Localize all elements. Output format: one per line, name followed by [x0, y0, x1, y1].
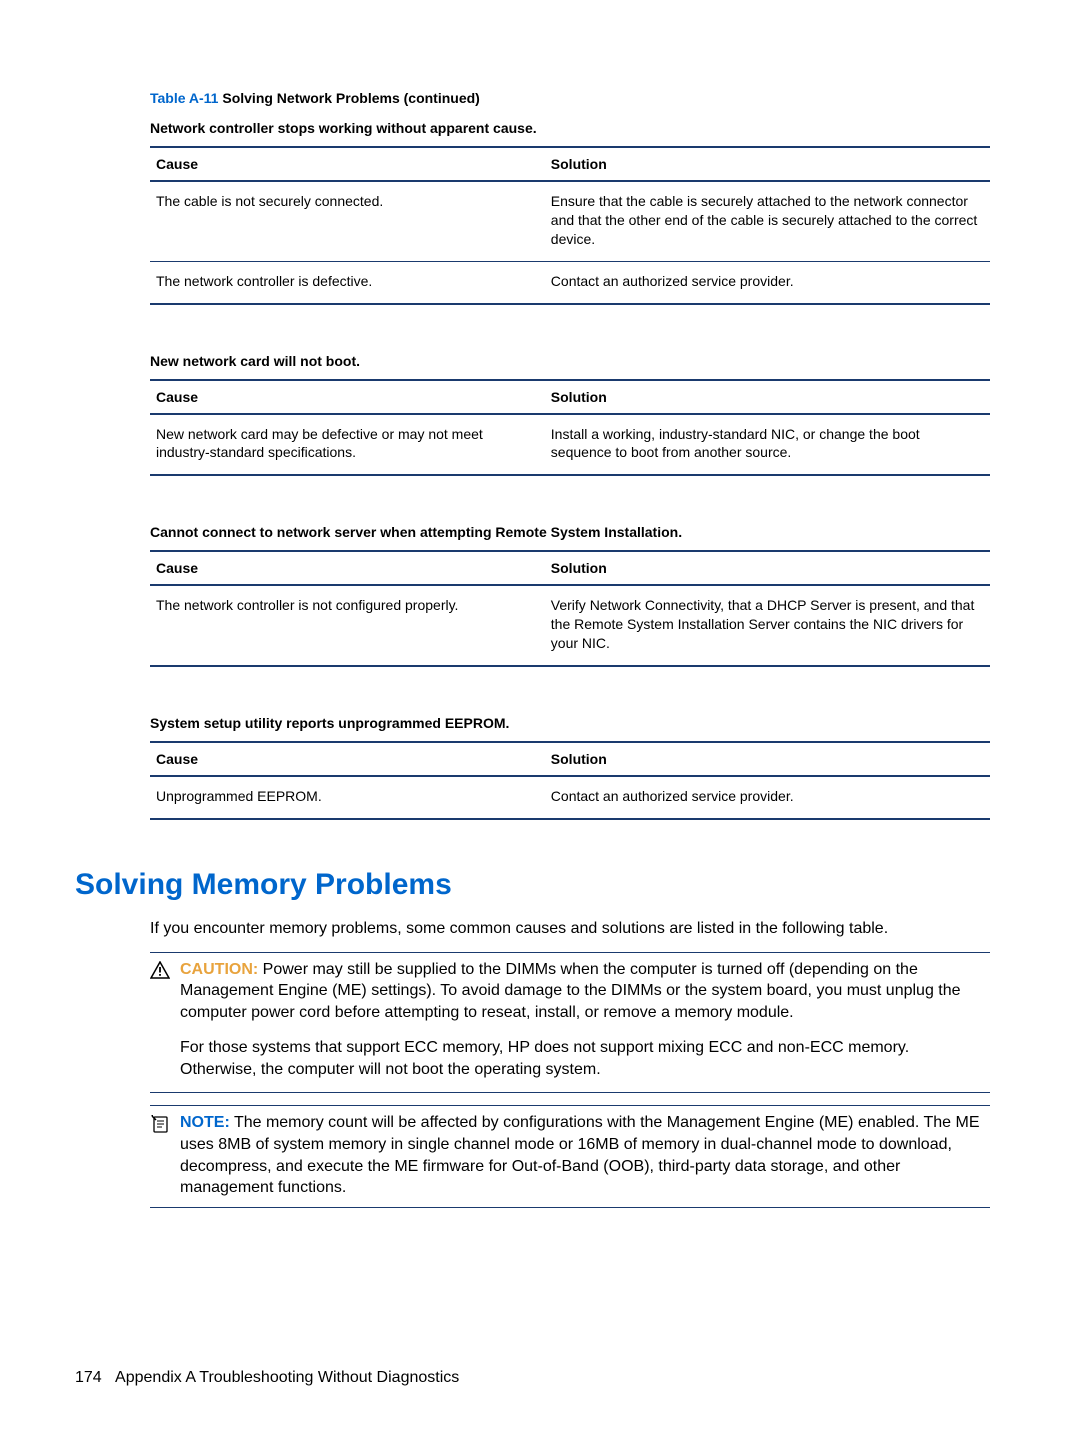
- table-caption: Table A-11 Solving Network Problems (con…: [150, 90, 990, 106]
- col-header-cause: Cause: [150, 551, 545, 585]
- caption-text: Solving Network Problems (continued): [218, 90, 479, 106]
- col-header-cause: Cause: [150, 147, 545, 181]
- cell-solution: Ensure that the cable is securely attach…: [545, 181, 990, 261]
- cell-solution: Contact an authorized service provider.: [545, 261, 990, 303]
- intro-paragraph: If you encounter memory problems, some c…: [150, 918, 990, 940]
- troubleshoot-table: Cause Solution The network controller is…: [150, 550, 990, 667]
- caution-icon: [150, 961, 176, 979]
- page-number: 174: [75, 1369, 102, 1386]
- troubleshoot-table: Cause Solution New network card may be d…: [150, 379, 990, 477]
- table-row: Unprogrammed EEPROM. Contact an authoriz…: [150, 776, 990, 819]
- col-header-solution: Solution: [545, 147, 990, 181]
- cell-cause: New network card may be defective or may…: [150, 414, 545, 476]
- col-header-solution: Solution: [545, 742, 990, 776]
- note-text: The memory count will be affected by con…: [180, 1114, 980, 1196]
- caution-text: Power may still be supplied to the DIMMs…: [180, 961, 961, 1021]
- problem-title: Cannot connect to network server when at…: [150, 524, 990, 540]
- caution-callout: CAUTION: Power may still be supplied to …: [150, 952, 990, 1094]
- table-row: The cable is not securely connected. Ens…: [150, 181, 990, 261]
- cell-cause: The network controller is not configured…: [150, 585, 545, 666]
- caution-label: CAUTION:: [180, 961, 258, 978]
- table-row: The network controller is not configured…: [150, 585, 990, 666]
- problem-title: New network card will not boot.: [150, 353, 990, 369]
- problem-title: System setup utility reports unprogramme…: [150, 715, 990, 731]
- col-header-cause: Cause: [150, 380, 545, 414]
- content-area: Table A-11 Solving Network Problems (con…: [150, 90, 990, 820]
- col-header-solution: Solution: [545, 551, 990, 585]
- footer-chapter: Appendix A Troubleshooting Without Diagn…: [115, 1369, 459, 1386]
- troubleshoot-table: Cause Solution The cable is not securely…: [150, 146, 990, 305]
- cell-cause: Unprogrammed EEPROM.: [150, 776, 545, 819]
- cell-cause: The network controller is defective.: [150, 261, 545, 303]
- problem-block: Network controller stops working without…: [150, 120, 990, 305]
- cell-cause: The cable is not securely connected.: [150, 181, 545, 261]
- problem-block: New network card will not boot. Cause So…: [150, 353, 990, 477]
- note-callout: NOTE: The memory count will be affected …: [150, 1105, 990, 1207]
- problem-title: Network controller stops working without…: [150, 120, 990, 136]
- table-row: New network card may be defective or may…: [150, 414, 990, 476]
- col-header-cause: Cause: [150, 742, 545, 776]
- col-header-solution: Solution: [545, 380, 990, 414]
- note-label: NOTE:: [180, 1114, 230, 1131]
- note-body: NOTE: The memory count will be affected …: [180, 1112, 990, 1198]
- caution-followup: For those systems that support ECC memor…: [180, 1037, 990, 1080]
- caution-body: CAUTION: Power may still be supplied to …: [180, 959, 990, 1024]
- section-heading: Solving Memory Problems: [75, 868, 1005, 902]
- troubleshoot-table: Cause Solution Unprogrammed EEPROM. Cont…: [150, 741, 990, 820]
- caption-prefix: Table A-11: [150, 90, 218, 106]
- table-row: The network controller is defective. Con…: [150, 261, 990, 303]
- cell-solution: Verify Network Connectivity, that a DHCP…: [545, 585, 990, 666]
- section-body: If you encounter memory problems, some c…: [150, 918, 990, 1208]
- cell-solution: Contact an authorized service provider.: [545, 776, 990, 819]
- note-icon: [150, 1114, 176, 1134]
- problem-block: Cannot connect to network server when at…: [150, 524, 990, 667]
- problem-block: System setup utility reports unprogramme…: [150, 715, 990, 820]
- cell-solution: Install a working, industry-standard NIC…: [545, 414, 990, 476]
- page-footer: 174 Appendix A Troubleshooting Without D…: [75, 1369, 459, 1387]
